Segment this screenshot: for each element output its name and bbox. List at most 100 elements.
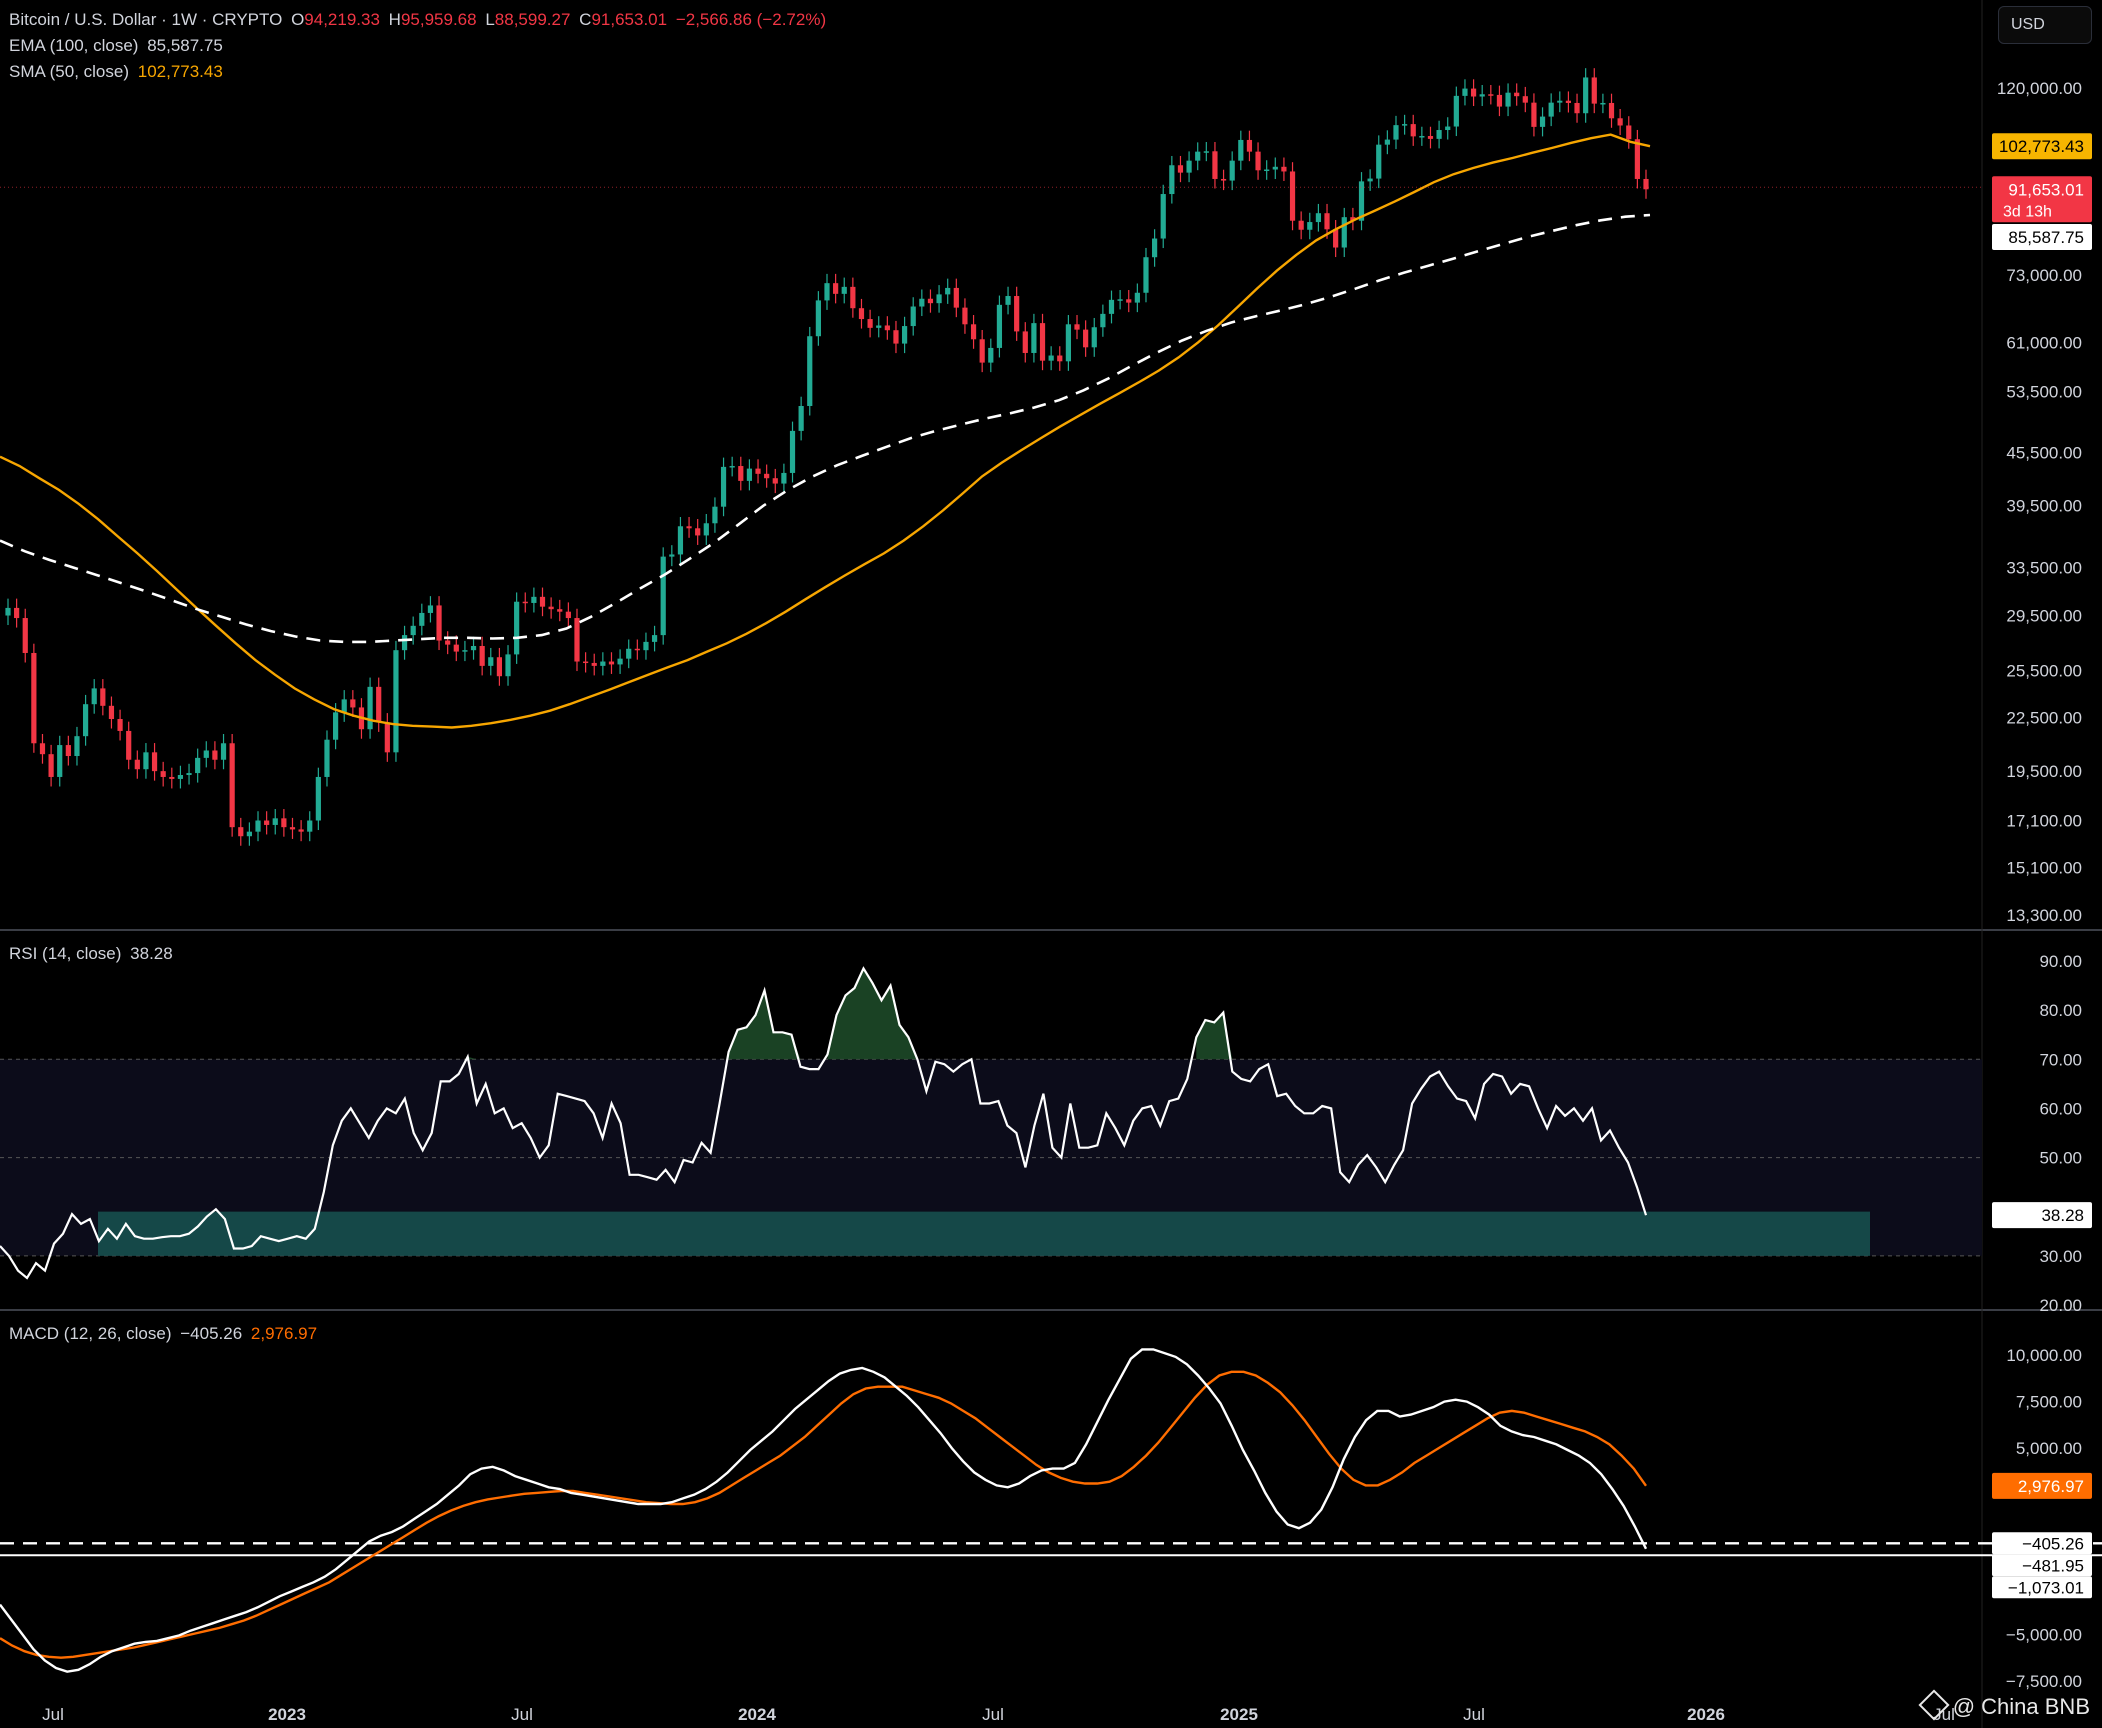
candle [591,653,597,676]
candle [134,750,140,779]
candle [1212,141,1218,189]
candle-body [1479,94,1485,97]
candle [1470,79,1477,107]
candle-body [703,523,709,536]
candle-body [160,771,166,777]
candle [1022,322,1028,363]
candle [39,733,46,764]
candle [393,640,399,762]
candle [746,459,753,491]
candle [220,733,227,770]
candle-body [1039,323,1046,361]
price-tick-label: 13,300.00 [2006,906,2082,925]
candle [1039,313,1046,371]
candle [833,273,839,304]
candle [1031,313,1037,363]
rsi-legend[interactable]: RSI (14, close) 38.28 [9,944,177,964]
candle-body [841,286,847,294]
candle-body [643,641,649,651]
candle [1522,86,1528,113]
candle-body [1324,213,1330,230]
candle-body [1436,130,1442,139]
price-tick-label: 29,500.00 [2006,606,2082,625]
price-tick-label: 15,100.00 [2006,858,2082,877]
candle-body [445,640,451,645]
candle-body [82,704,89,737]
candle-body [583,661,589,664]
candle-body [1195,151,1201,161]
rsi-tick-label: 30.00 [2039,1247,2082,1266]
candle [82,694,89,746]
currency-button[interactable]: USD [1998,6,2092,44]
candle [1264,160,1270,180]
candle [1462,79,1468,106]
candle-body [1083,329,1089,348]
sma-price-label-bg [1992,133,2092,160]
candle-body [1367,178,1373,182]
candle [246,822,252,846]
candle-body [341,699,347,713]
candle [91,679,97,714]
candle [384,713,390,762]
candle [703,513,709,545]
candle [677,516,684,564]
candle-body [143,752,149,770]
rsi-overbought-fill [467,968,1233,1060]
candle-body [970,324,977,340]
candle-body [91,688,97,705]
candle-body [1143,257,1149,293]
candle-body [738,466,744,481]
candle [1298,211,1304,240]
candle-body [1315,213,1321,223]
ema-line [0,213,1651,644]
macd-tick-label: 10,000.00 [2006,1346,2082,1365]
close-value: C91,653.01 [579,10,667,29]
candle [936,285,942,313]
candle [1626,116,1632,149]
candle [100,679,106,716]
macd-line [0,1348,1648,1673]
candle-body [1005,296,1011,305]
macd-value-label-bg [1992,1532,2092,1555]
candle-body [117,719,123,731]
sma-legend[interactable]: SMA (50, close) 102,773.43 [9,62,227,82]
candle-body [1307,222,1313,230]
rsi-tick-label: 50.00 [2039,1149,2082,1168]
candle-body [1583,77,1589,114]
candle-body [858,308,865,320]
candle-body [1160,194,1166,239]
price-tick-label: 45,500.00 [2006,444,2082,463]
candle [1548,93,1554,127]
candle-body [901,326,908,344]
candle-body [1255,151,1261,171]
candle-body [1152,238,1158,258]
candle-body [238,827,244,837]
candle [970,315,977,349]
candle-body [255,820,261,832]
candle [169,767,175,789]
candle [48,744,54,787]
candle-body [574,618,580,662]
candle [962,298,968,334]
candle-body [531,596,537,603]
macd-legend[interactable]: MACD (12, 26, close) −405.26 2,976.97 [9,1324,321,1344]
candle [608,652,615,674]
candle [1014,286,1020,341]
candle [143,743,149,779]
time-tick-label: 2023 [268,1705,306,1724]
candle [1565,91,1572,113]
candle [5,598,11,626]
candle [738,456,744,491]
rsi-label: RSI (14, close) [9,944,122,963]
ema-legend[interactable]: EMA (100, close) 85,587.75 [9,36,227,56]
candle-body [815,300,821,337]
candle [315,767,321,831]
candle-body [1074,324,1080,330]
candle-body [608,661,615,665]
candle-body [1505,92,1511,107]
candle [1057,346,1063,371]
candle [341,690,347,722]
ema-price-label: 85,587.75 [2008,228,2084,247]
rsi-tick-label: 20.00 [2039,1296,2082,1315]
